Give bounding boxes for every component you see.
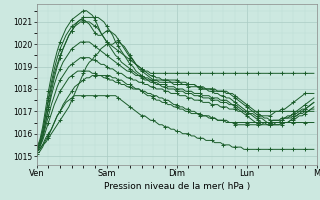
X-axis label: Pression niveau de la mer( hPa ): Pression niveau de la mer( hPa ) — [104, 182, 250, 191]
